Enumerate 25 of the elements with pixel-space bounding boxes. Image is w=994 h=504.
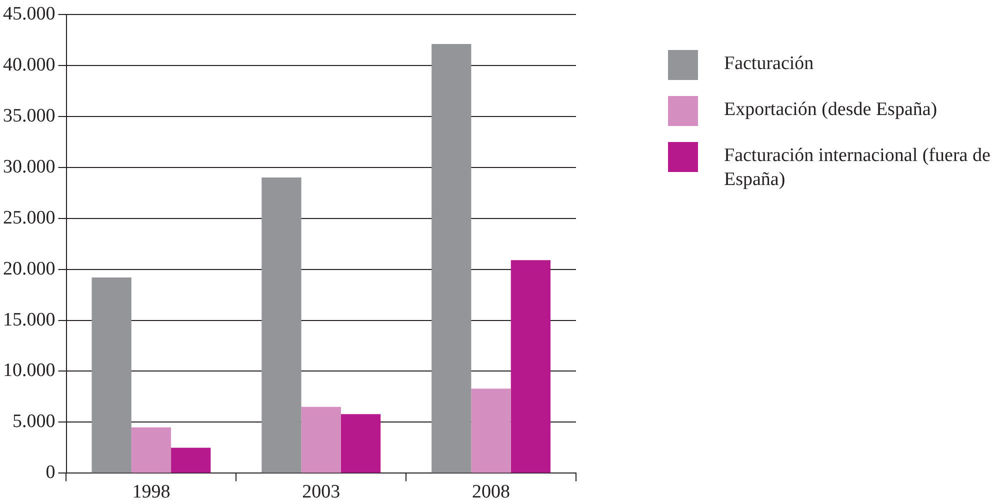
x-tick-label: 2008 [472,482,510,503]
y-tick-label: 20.000 [3,258,56,280]
bar [301,406,341,473]
y-tick-label: 45.000 [3,3,56,24]
y-tick-label: 0 [46,462,56,484]
bar [471,388,511,473]
legend-label: Facturación internacional (fuera de España) [724,144,992,192]
bar [510,260,551,473]
x-tick-label: 2003 [302,482,340,503]
y-tick-label: 25.000 [3,207,56,228]
bar [432,44,472,473]
legend-label: Exportación (desde España) [724,98,938,122]
x-tick-label: 1998 [132,482,170,503]
y-tick-label: 15.000 [3,309,56,330]
bar [171,448,211,473]
y-tick-label: 10.000 [3,360,56,382]
bar [340,414,381,473]
y-tick-label: 30.000 [3,156,56,178]
y-tick-label: 40.000 [3,54,56,76]
y-tick-label: 35.000 [3,105,56,126]
y-tick-label: 5.000 [12,411,56,432]
legend-label: Facturación [724,52,814,76]
bar [131,427,172,473]
bar [92,277,132,473]
bar [262,178,302,473]
